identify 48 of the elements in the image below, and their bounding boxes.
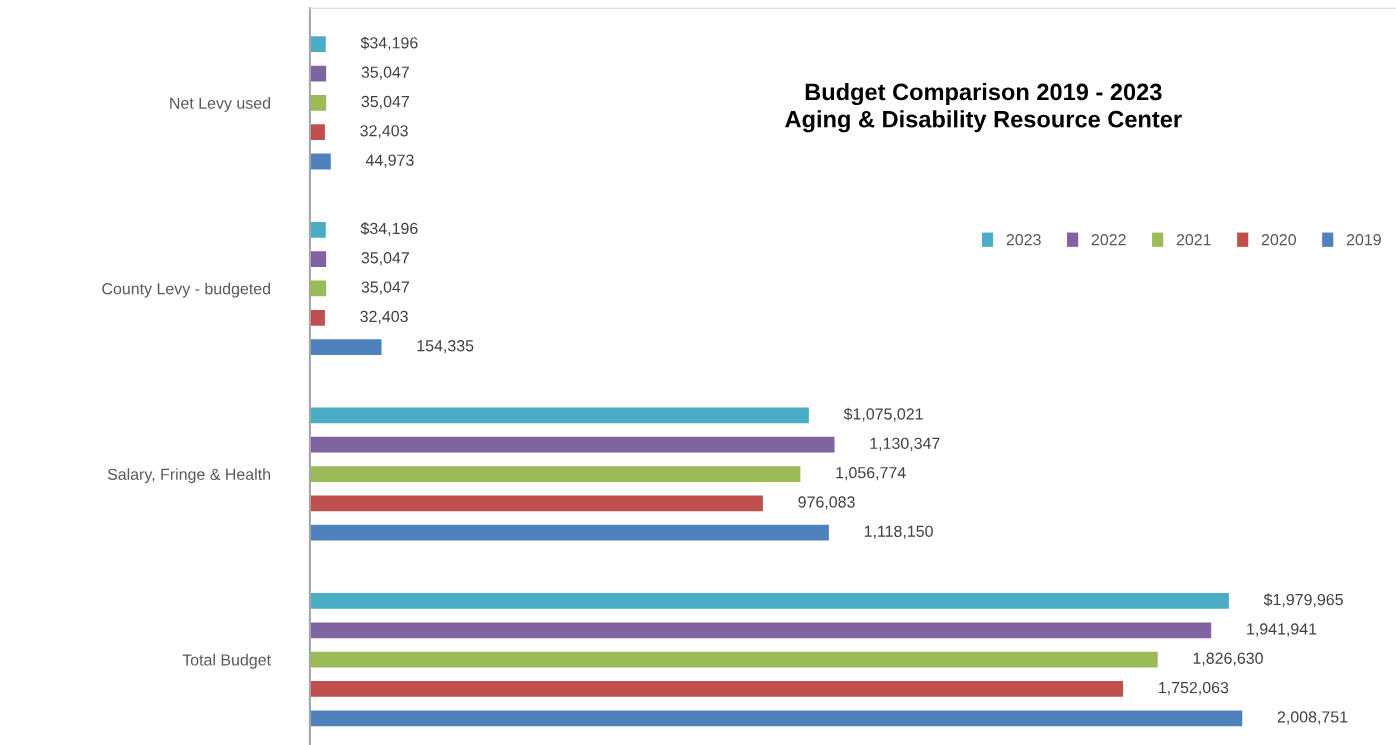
bar [309, 651, 1158, 668]
text: Budget Comparison 2019 - 2023 Aging & Disability Resource Center [785, 82, 1182, 133]
data-label: $1,075,021 [843, 407, 923, 422]
data-label: 1,118,150 [864, 525, 933, 539]
data-label: 35,047 [361, 95, 409, 110]
data-label: 32,403 [360, 310, 408, 324]
bar [309, 622, 1212, 639]
legend-label: 2023 [1006, 234, 1041, 246]
bar [309, 153, 331, 170]
y-tick-label: Net Levy used [170, 97, 270, 112]
bar [309, 221, 326, 238]
data-label: 154,335 [417, 340, 474, 354]
data-label: 35,047 [361, 281, 409, 295]
data-label: 32,403 [360, 125, 408, 139]
bar [309, 407, 809, 424]
data-label: 1,056,774 [836, 467, 906, 481]
bar [309, 309, 325, 326]
legend-label: 2021 [1176, 234, 1211, 246]
bar [309, 436, 835, 453]
data-label: 1,130,347 [870, 437, 940, 451]
data-label: $1,979,965 [1263, 593, 1343, 608]
data-label: 35,047 [361, 252, 409, 266]
data-label: 2,008,751 [1277, 711, 1348, 725]
data-label: 1,752,063 [1159, 681, 1229, 696]
data-label: $34,196 [360, 36, 418, 51]
bar [309, 124, 325, 141]
legend-label: 2019 [1346, 234, 1381, 246]
y-tick-label: Salary, Fringe & Health [107, 468, 270, 484]
bar [309, 466, 801, 482]
data-label: 44,973 [365, 154, 414, 168]
bar [309, 339, 382, 355]
data-label: 1,826,630 [1193, 652, 1263, 666]
bar [309, 36, 326, 53]
y-tick-label: County Levy - budgeted [102, 282, 271, 298]
legend-label: 2022 [1091, 234, 1126, 246]
data-label: 976,083 [798, 496, 855, 510]
data-label: $34,196 [360, 222, 418, 236]
legend-label: 2020 [1261, 234, 1296, 246]
data-label: 35,047 [361, 66, 409, 80]
bar [309, 593, 1229, 609]
bar [309, 710, 1243, 727]
bar [309, 495, 763, 512]
y-tick-label: Total Budget [182, 653, 271, 669]
bar [309, 251, 327, 267]
bar [309, 681, 1124, 697]
bar [309, 94, 327, 111]
bar [309, 524, 829, 541]
data-label: 1,941,941 [1247, 623, 1317, 637]
